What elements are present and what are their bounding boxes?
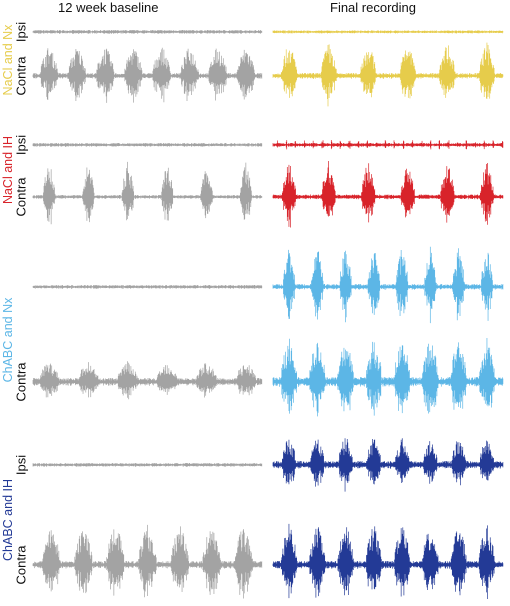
final-contra-trace <box>272 160 504 228</box>
final-column-title: Final recording <box>330 0 416 15</box>
baseline-ipsi-trace <box>32 285 263 289</box>
final-contra-trace <box>272 338 504 417</box>
final-contra-trace <box>272 523 504 600</box>
final-ipsi-trace <box>272 140 504 150</box>
baseline-contra-trace <box>32 161 263 225</box>
final-contra-trace <box>272 42 504 107</box>
baseline-ipsi-trace <box>32 143 263 147</box>
baseline-column-title: 12 week baseline <box>58 0 159 15</box>
baseline-contra-trace <box>32 524 263 599</box>
final-ipsi-trace <box>272 246 504 324</box>
baseline-ipsi-trace <box>32 463 263 467</box>
baseline-ipsi-trace <box>32 30 263 34</box>
final-ipsi-trace <box>272 438 504 492</box>
baseline-contra-trace <box>32 47 263 103</box>
baseline-contra-trace <box>32 361 263 400</box>
final-ipsi-trace <box>272 30 504 34</box>
